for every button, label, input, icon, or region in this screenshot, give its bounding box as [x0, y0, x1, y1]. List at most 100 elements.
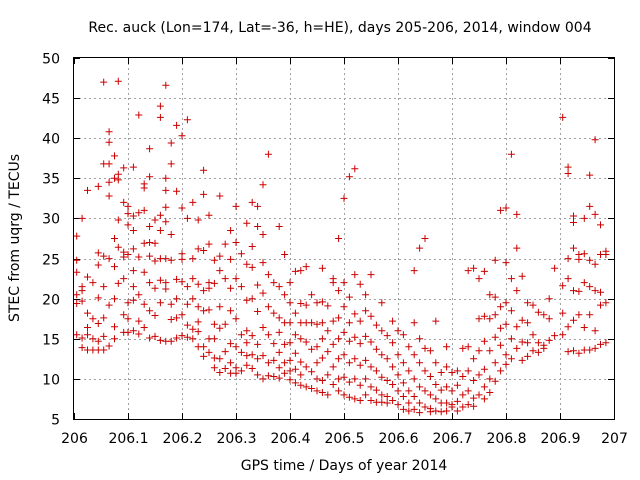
data-point [513, 323, 521, 331]
data-point [254, 202, 262, 210]
data-point [124, 299, 132, 307]
data-point [497, 367, 505, 375]
data-point [410, 267, 418, 275]
data-point [564, 255, 572, 263]
data-point [421, 235, 429, 242]
data-point [475, 371, 483, 379]
data-point [178, 132, 186, 140]
data-point [324, 371, 332, 379]
data-point [156, 227, 164, 234]
data-point [394, 371, 402, 379]
data-point [151, 216, 159, 224]
data-point [410, 405, 418, 413]
data-point [248, 263, 256, 271]
data-point [491, 311, 499, 319]
data-point [410, 375, 418, 383]
data-point [146, 334, 154, 342]
data-point [464, 387, 472, 395]
data-point [200, 247, 208, 254]
data-point [114, 216, 122, 224]
data-point [356, 361, 364, 369]
data-point [146, 239, 154, 246]
data-point [464, 401, 472, 409]
data-point [156, 113, 164, 121]
data-point [318, 264, 326, 272]
data-point [591, 260, 599, 268]
data-point [437, 408, 445, 416]
data-point [480, 337, 488, 345]
data-point [448, 403, 456, 411]
data-point [308, 319, 316, 327]
data-point [421, 387, 429, 395]
data-point [534, 348, 542, 356]
x-tick-label: 206.9 [540, 431, 580, 447]
data-point [602, 251, 610, 258]
data-point [140, 300, 148, 308]
data-point [151, 239, 159, 247]
data-point [189, 335, 197, 343]
data-point [111, 295, 118, 303]
data-point [173, 334, 181, 342]
data-point [470, 264, 478, 272]
data-point [302, 363, 310, 371]
data-point [140, 268, 148, 276]
data-point [227, 227, 235, 234]
data-point [335, 314, 343, 322]
data-point [111, 335, 118, 343]
data-point [264, 372, 272, 380]
data-point [232, 239, 240, 246]
data-point [94, 320, 102, 327]
data-point [232, 202, 240, 210]
data-point [100, 283, 108, 291]
data-point [129, 227, 137, 234]
data-point [591, 287, 599, 295]
data-point [114, 279, 122, 287]
data-point [216, 267, 224, 275]
data-point [432, 381, 440, 388]
data-point [254, 223, 262, 230]
data-point [524, 352, 532, 360]
data-point [356, 340, 364, 348]
data-point [178, 332, 186, 340]
data-point [383, 332, 391, 340]
data-point [232, 275, 240, 283]
data-point [302, 383, 310, 391]
data-point [335, 287, 343, 295]
data-point [216, 355, 224, 363]
data-point [597, 301, 604, 309]
data-point [313, 299, 321, 307]
data-point [313, 375, 321, 383]
data-point [297, 335, 305, 343]
data-point [507, 307, 515, 315]
data-point [329, 317, 337, 325]
data-point [194, 328, 202, 336]
data-point [480, 383, 488, 391]
data-point [135, 291, 143, 299]
data-point [383, 377, 391, 384]
data-point [570, 219, 577, 226]
data-point [194, 318, 202, 326]
data-point [275, 314, 283, 322]
data-point [389, 363, 397, 371]
data-point [524, 339, 532, 347]
data-point [575, 311, 583, 319]
data-point [275, 374, 283, 382]
data-point [491, 256, 499, 264]
data-point [124, 210, 132, 218]
data-point [167, 300, 175, 308]
data-point [291, 331, 299, 339]
data-point [156, 336, 164, 344]
data-point [507, 275, 515, 283]
data-point [205, 211, 213, 219]
data-point [470, 377, 478, 384]
data-point [248, 198, 256, 206]
data-point [580, 324, 588, 331]
data-point [394, 387, 402, 395]
x-tick-label: 206.1 [108, 431, 148, 447]
data-point [570, 212, 577, 220]
data-point [205, 348, 213, 356]
grid-lines [74, 58, 614, 419]
data-point [551, 332, 559, 340]
data-point [486, 347, 494, 355]
data-point [156, 102, 164, 110]
